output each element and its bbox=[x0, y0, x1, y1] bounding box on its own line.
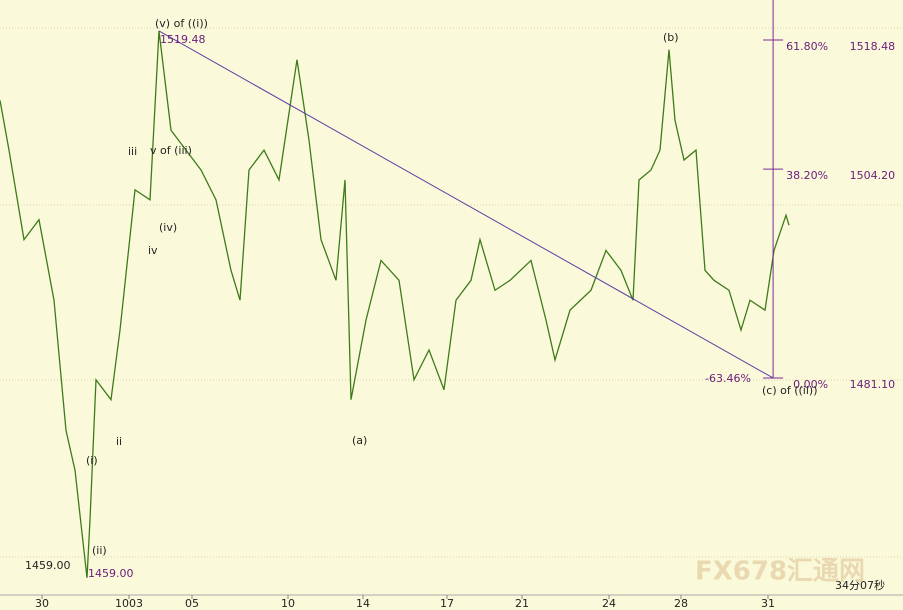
x-tick-label: 05 bbox=[185, 597, 199, 610]
x-tick-label: 14 bbox=[356, 597, 370, 610]
fib-pct: 0.00% bbox=[793, 378, 828, 391]
x-tick-label: 17 bbox=[440, 597, 454, 610]
wave-label: (v) of ((i)) bbox=[155, 17, 208, 30]
fib-price: 1518.48 bbox=[850, 40, 896, 53]
x-tick-label: 21 bbox=[515, 597, 529, 610]
fib-pct: 38.20% bbox=[786, 169, 828, 182]
wave-label: iii bbox=[128, 145, 137, 158]
x-tick-label: 30 bbox=[35, 597, 49, 610]
x-tick-label: 31 bbox=[761, 597, 775, 610]
wave-label: 1459.00 bbox=[25, 559, 71, 572]
fib-extra: -63.46% bbox=[705, 372, 751, 385]
wave-label: v of (iii) bbox=[150, 144, 192, 157]
trend-line bbox=[158, 30, 774, 379]
wave-label: ii bbox=[116, 435, 122, 448]
x-tick-label: 24 bbox=[602, 597, 616, 610]
wave-label: (i) bbox=[86, 454, 98, 467]
timer: 34分07秒 bbox=[835, 578, 885, 592]
fib-price: 1504.20 bbox=[850, 169, 896, 182]
wave-label: 1519.48 bbox=[160, 33, 206, 46]
price-guides bbox=[0, 27, 903, 558]
wave-label: (c) of ((ii)) bbox=[762, 384, 818, 397]
wave-label: (b) bbox=[663, 31, 679, 44]
wave-label: (iv) bbox=[159, 221, 177, 234]
x-tick-label: 1003 bbox=[115, 597, 143, 610]
x-tick-label: 28 bbox=[674, 597, 688, 610]
fib-pct: 61.80% bbox=[786, 40, 828, 53]
wave-label: (ii) bbox=[92, 544, 107, 557]
wave-label: iv bbox=[148, 244, 158, 257]
price-line bbox=[0, 30, 790, 578]
watermark: FX678汇通网 bbox=[695, 557, 865, 587]
fib-price: 1481.10 bbox=[850, 378, 896, 391]
wave-label: (a) bbox=[352, 434, 367, 447]
x-tick-label: 10 bbox=[281, 597, 295, 610]
wave-label: 1459.00 bbox=[88, 567, 134, 580]
